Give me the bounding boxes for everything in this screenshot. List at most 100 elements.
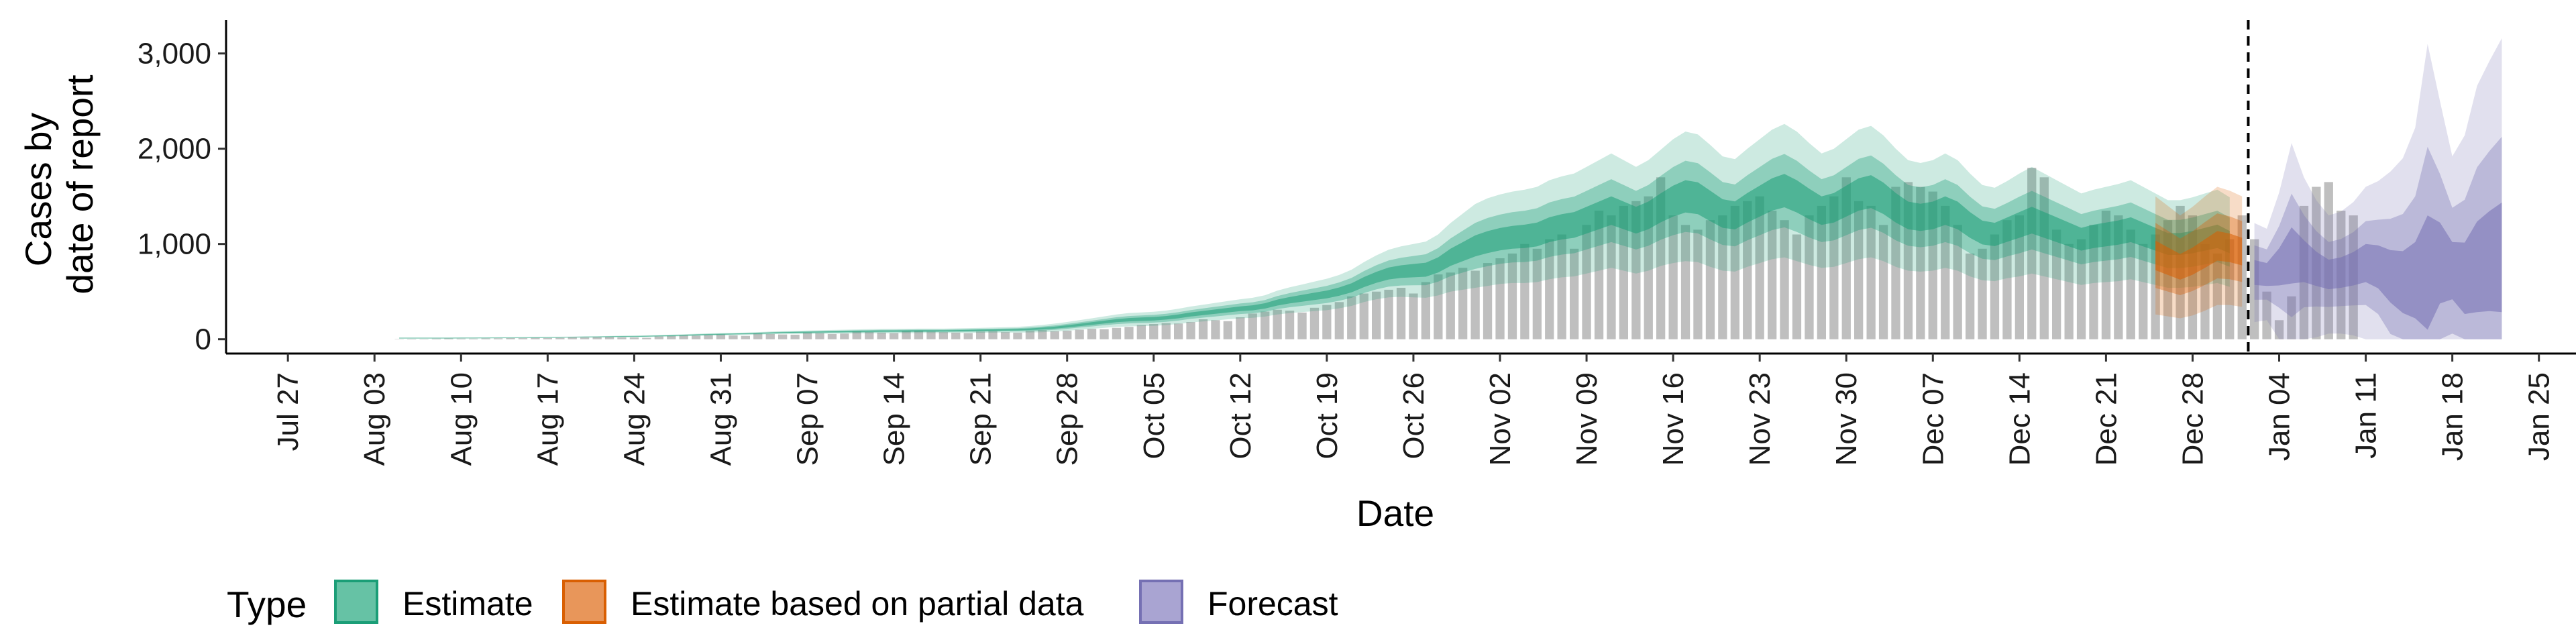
x-axis-title: Date <box>1356 492 1434 534</box>
observed-case-bar <box>1631 201 1641 339</box>
observed-case-bar <box>1112 327 1122 339</box>
x-tick-label: Aug 31 <box>705 372 738 466</box>
observed-case-bar <box>2114 215 2123 339</box>
observed-case-bar <box>1000 332 1010 339</box>
observed-case-bar <box>629 337 639 339</box>
x-tick-label: Nov 09 <box>1570 372 1603 466</box>
observed-case-bar <box>1680 225 1690 339</box>
observed-case-bar <box>914 330 924 339</box>
observed-case-bar <box>1446 272 1455 339</box>
y-tick-label: 3,000 <box>138 38 211 70</box>
observed-case-bar <box>2262 291 2271 339</box>
observed-case-bar <box>790 334 800 339</box>
observed-case-bar <box>827 333 837 339</box>
observed-case-bar <box>2076 239 2086 339</box>
observed-case-bar <box>1532 248 1542 339</box>
observed-case-bar <box>729 335 738 339</box>
observed-case-bar <box>865 332 874 339</box>
observed-case-bar <box>1941 205 1950 339</box>
observed-case-bar <box>704 335 713 339</box>
observed-case-bar <box>2274 320 2284 339</box>
observed-case-bar <box>815 333 824 339</box>
observed-case-bar <box>1136 325 1146 339</box>
observed-case-bar <box>2064 244 2074 339</box>
observed-case-bar <box>1470 270 1480 339</box>
x-tick-labels: Jul 27 Aug 03 Aug 10 Aug 17 Aug 24 Aug 31 Sep … <box>272 372 2555 466</box>
x-tick-label: Aug 17 <box>531 372 564 466</box>
bars-layer <box>394 168 2358 339</box>
observed-case-bar <box>741 335 750 339</box>
observed-case-bar <box>902 331 911 339</box>
observed-case-bar <box>1372 291 1381 339</box>
legend-swatch <box>562 580 606 624</box>
observed-case-bar <box>1063 330 1072 339</box>
observed-case-bar <box>679 335 688 339</box>
observed-case-bar <box>1273 309 1282 339</box>
x-tick-label: Dec 14 <box>2003 372 2036 466</box>
observed-case-bar <box>568 337 577 339</box>
x-tick-label: Nov 02 <box>1484 372 1517 466</box>
y-axis-title: Cases by date of report <box>17 74 101 294</box>
observed-case-bar <box>494 338 503 339</box>
observed-case-bar <box>1755 196 1764 339</box>
x-tick-label: Jan 18 <box>2436 372 2469 461</box>
observed-case-bar <box>1347 296 1356 339</box>
observed-case-bar <box>1730 205 1739 339</box>
observed-case-bar <box>1594 211 1604 339</box>
observed-case-bar <box>1186 322 1195 339</box>
observed-case-bar <box>926 331 936 339</box>
observed-case-bar <box>1211 320 1220 339</box>
observed-case-bar <box>1966 253 1975 339</box>
observed-case-bar <box>1334 302 1344 339</box>
observed-case-bar <box>1384 289 1393 339</box>
observed-case-bar <box>1607 215 1616 339</box>
observed-case-bar <box>765 333 775 339</box>
observed-case-bar <box>1359 293 1368 339</box>
observed-case-bar <box>1248 313 1257 339</box>
observed-case-bar <box>1409 293 1418 339</box>
observed-case-bar <box>1421 282 1430 339</box>
observed-case-bar <box>1223 321 1232 339</box>
observed-case-bar <box>1149 324 1159 339</box>
observed-case-bar <box>543 337 552 339</box>
observed-case-bar <box>2002 220 2012 339</box>
observed-case-bar <box>1124 327 1134 339</box>
observed-case-bar <box>1297 312 1307 339</box>
observed-case-bar <box>1718 215 1727 339</box>
observed-case-bar <box>1322 305 1332 339</box>
observed-case-bar <box>1891 186 1900 339</box>
y-tick-label: 2,000 <box>138 133 211 166</box>
x-tick-label: Nov 16 <box>1657 372 1690 466</box>
observed-case-bar <box>1743 201 1752 339</box>
observed-case-bar <box>1978 248 1987 339</box>
observed-case-bar <box>555 337 565 339</box>
observed-case-bar <box>2015 215 2024 339</box>
observed-case-bar <box>976 331 985 339</box>
x-tick-label: Sep 28 <box>1051 372 1084 466</box>
observed-case-bar <box>2052 229 2061 339</box>
bands-layer <box>399 38 2502 339</box>
observed-case-bar <box>1990 234 2000 339</box>
observed-case-bar <box>580 337 590 339</box>
observed-case-bar <box>877 332 886 339</box>
observed-case-bar <box>1483 263 1493 339</box>
observed-case-bar <box>1805 215 1814 339</box>
x-tick-label: Nov 23 <box>1743 372 1776 466</box>
x-tick-label: Oct 05 <box>1138 372 1171 460</box>
observed-case-bar <box>1038 330 1047 339</box>
observed-case-bar <box>1545 239 1554 339</box>
x-tick-label: Dec 07 <box>1917 372 1949 466</box>
observed-case-bar <box>1780 220 1789 339</box>
observed-case-bar <box>716 334 726 339</box>
partial-estimate-band-3 <box>2155 231 2243 280</box>
x-tick-label: Oct 12 <box>1224 372 1257 460</box>
observed-case-bar <box>1668 215 1678 339</box>
observed-case-bar <box>778 334 788 339</box>
observed-case-bar <box>1161 323 1171 339</box>
observed-case-bar <box>506 338 515 339</box>
estimate-band-1 <box>399 123 2230 339</box>
legend-swatch <box>334 580 378 624</box>
observed-case-bar <box>1174 323 1183 339</box>
